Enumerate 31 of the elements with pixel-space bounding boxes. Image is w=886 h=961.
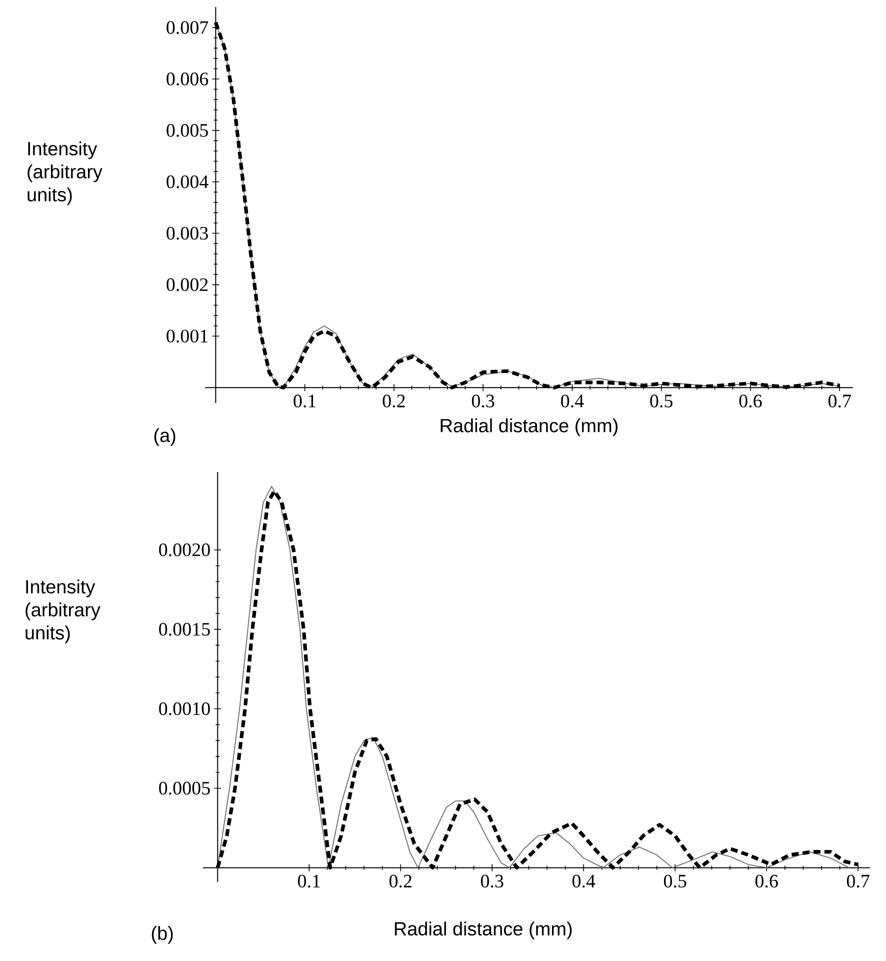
y-tick-label: 0.001 (166, 330, 208, 343)
x-axis-title: Radial distance (mm) (440, 418, 618, 436)
y-tick-label: 0.005 (166, 124, 208, 137)
x-tick-label: 0.4 (561, 394, 584, 408)
y-tick-label: 0.004 (166, 175, 208, 188)
x-tick-label: 0.3 (472, 394, 494, 408)
x-tick-label: 0.6 (739, 394, 762, 408)
y-tick-label: 0.007 (166, 21, 208, 34)
text: (a) (154, 428, 176, 446)
x-axis-title: Radial distance (mm) (394, 922, 572, 940)
y-tick-label: 0.006 (166, 72, 208, 86)
x-tick-label: 0.5 (650, 394, 672, 408)
x-tick-label: 0.2 (389, 874, 412, 888)
y-tick-label: 0.0005 (159, 782, 210, 795)
text: (b) (152, 926, 173, 944)
x-tick-label: 0.4 (572, 874, 596, 888)
y-tick-label: 0.003 (166, 226, 208, 240)
y-tick-label: 0.002 (166, 278, 208, 292)
x-tick-label: 0.6 (755, 874, 778, 888)
x-tick-label: 0.7 (828, 394, 851, 408)
x-tick-label: 0.1 (298, 874, 320, 888)
y-tick-label: 0.0010 (159, 702, 210, 716)
x-tick-label: 0.3 (480, 874, 504, 888)
x-tick-label: 0.2 (382, 394, 405, 408)
y-axis-title: Intensity (arbitrary units) (26, 580, 100, 644)
y-tick-label: 0.0015 (159, 622, 210, 636)
x-tick-label: 0.7 (846, 874, 870, 888)
y-tick-label: 0.0020 (159, 543, 210, 556)
y-axis-title: Intensity (arbitrary units) (28, 141, 102, 206)
x-tick-label: 0.1 (294, 394, 316, 408)
x-tick-label: 0.5 (664, 874, 686, 888)
